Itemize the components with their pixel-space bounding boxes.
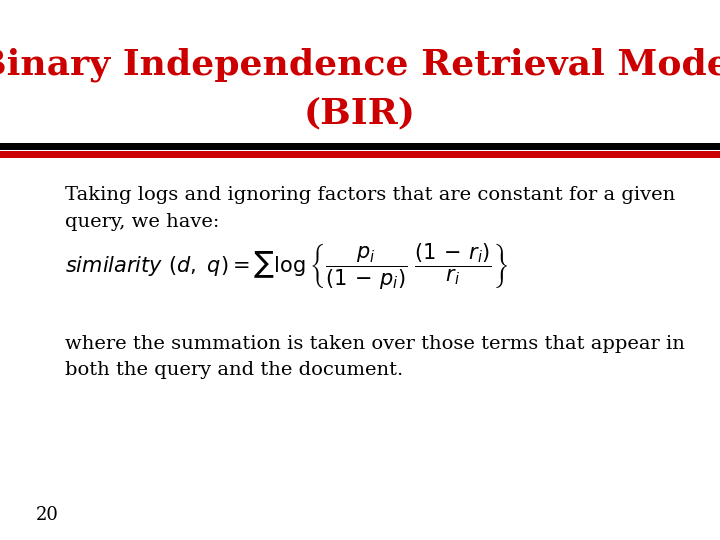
- Bar: [0, 151, 720, 158]
- Text: (BIR): (BIR): [304, 97, 416, 130]
- Text: Taking logs and ignoring factors that are constant for a given
query, we have:: Taking logs and ignoring factors that ar…: [65, 186, 675, 231]
- Text: 20: 20: [36, 506, 59, 524]
- Text: Binary Independence Retrieval Model: Binary Independence Retrieval Model: [0, 48, 720, 82]
- Text: where the summation is taken over those terms that appear in
both the query and : where the summation is taken over those …: [65, 335, 685, 379]
- Bar: [0, 143, 720, 150]
- Text: $\mathit{similarity}\ \mathit{(d,\ q)} = \sum \log\left\{\dfrac{p_i}{(1\,-\,p_i): $\mathit{similarity}\ \mathit{(d,\ q)} =…: [65, 242, 508, 292]
